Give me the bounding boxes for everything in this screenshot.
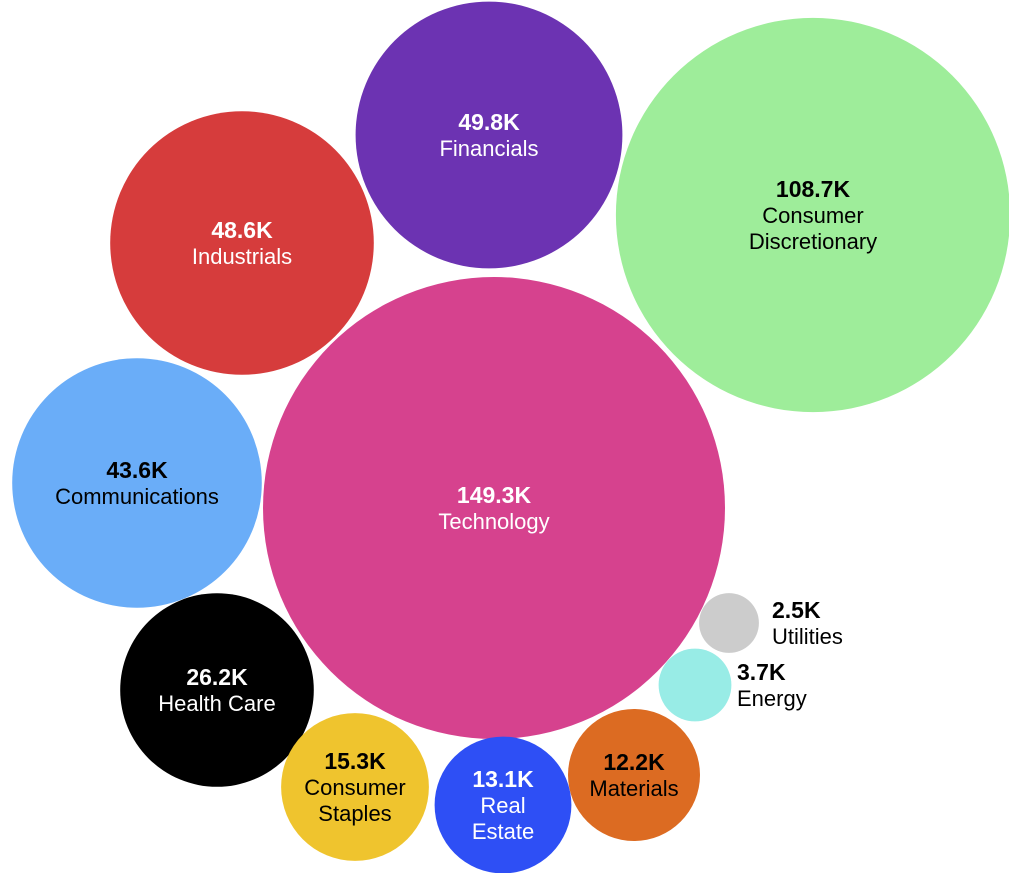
bubble-category-label: Discretionary bbox=[749, 229, 877, 254]
bubble-circle-technology bbox=[263, 277, 725, 739]
bubble-value-label: 26.2K bbox=[186, 664, 248, 690]
bubble-circle-financials bbox=[355, 1, 623, 269]
bubble-category-label: Utilities bbox=[772, 624, 843, 649]
bubble-value-label: 43.6K bbox=[106, 457, 168, 483]
bubble-circle-energy bbox=[658, 648, 732, 722]
bubble-circle-real-estate bbox=[434, 736, 572, 873]
bubble-value-label: 13.1K bbox=[472, 766, 534, 792]
bubble-circle-consumer-staples bbox=[281, 713, 429, 861]
bubble-category-label: Financials bbox=[439, 136, 538, 161]
bubble-value-label: 15.3K bbox=[324, 748, 386, 774]
bubble-category-label: Materials bbox=[589, 776, 678, 801]
bubble-value-label: 48.6K bbox=[211, 217, 273, 243]
bubble-category-label: Estate bbox=[472, 819, 534, 844]
bubble-category-label: Staples bbox=[318, 801, 391, 826]
bubble-category-label: Technology bbox=[438, 509, 549, 534]
bubble-value-label: 12.2K bbox=[603, 749, 665, 775]
bubble-value-label: 108.7K bbox=[776, 176, 851, 202]
bubble-category-label: Real bbox=[480, 793, 525, 818]
bubble-value-label: 3.7K bbox=[737, 659, 786, 685]
bubble-category-label: Industrials bbox=[192, 244, 292, 269]
bubble-circle-health-care bbox=[120, 593, 314, 787]
bubble-circle-materials bbox=[568, 709, 700, 841]
bubble-category-label: Energy bbox=[737, 686, 807, 711]
bubble-value-label: 149.3K bbox=[457, 482, 532, 508]
bubble-circle-utilities bbox=[699, 593, 759, 653]
bubble-category-label: Health Care bbox=[158, 691, 275, 716]
bubble-circle-industrials bbox=[110, 111, 374, 375]
bubble-value-label: 2.5K bbox=[772, 597, 821, 623]
bubble-category-label: Consumer bbox=[762, 203, 863, 228]
bubble-category-label: Consumer bbox=[304, 775, 405, 800]
bubble-circle-communications bbox=[12, 358, 262, 608]
bubble-circle-consumer-discretionary bbox=[615, 17, 1009, 413]
bubble-category-label: Communications bbox=[55, 484, 219, 509]
bubble-value-label: 49.8K bbox=[458, 109, 520, 135]
